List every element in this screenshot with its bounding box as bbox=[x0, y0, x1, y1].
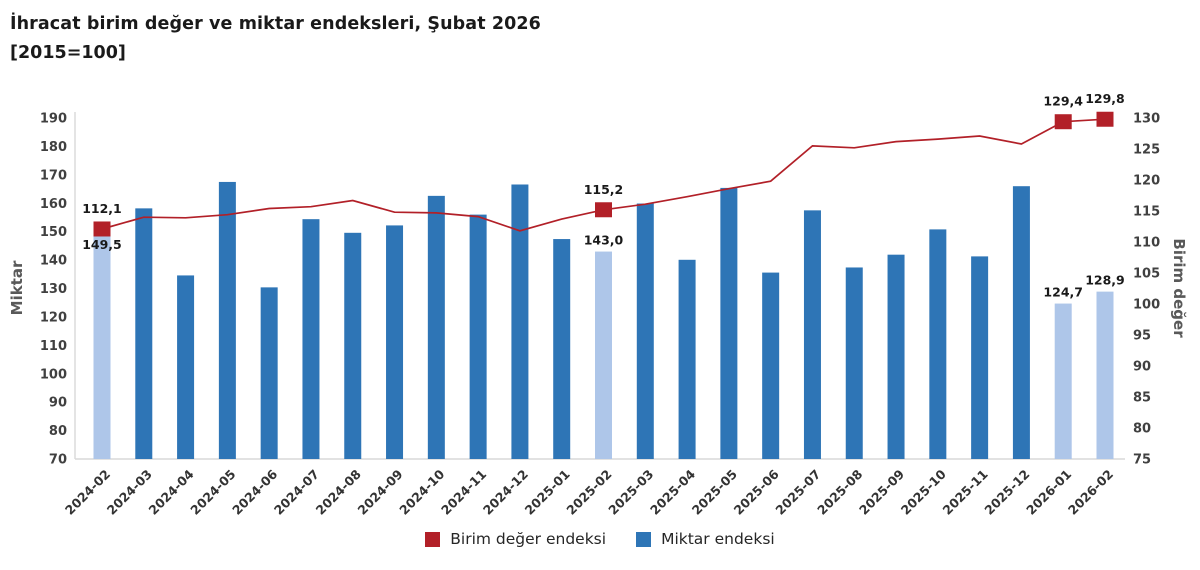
legend-swatch-blue-icon bbox=[636, 531, 652, 547]
line-marker-2024-02 bbox=[93, 221, 111, 237]
bar-2025-05 bbox=[720, 187, 738, 459]
bar-2025-03 bbox=[636, 203, 654, 459]
legend-label-birim-deger-endeksi: Birim değer endeksi bbox=[450, 530, 607, 548]
right-axis-tick-125: 125 bbox=[1133, 143, 1160, 158]
left-axis-tick-140: 140 bbox=[40, 254, 67, 269]
left-axis-tick-110: 110 bbox=[40, 339, 67, 354]
bar-2025-01 bbox=[553, 239, 571, 459]
left-axis-tick-160: 160 bbox=[40, 197, 67, 212]
page-title: İhracat birim değer ve miktar endeksleri… bbox=[10, 14, 541, 34]
left-axis-tick-100: 100 bbox=[40, 367, 67, 382]
bar-value-label-2024-02: 149,5 bbox=[82, 237, 122, 252]
left-axis-tick-190: 190 bbox=[40, 112, 67, 127]
title-block: İhracat birim değer ve miktar endeksleri… bbox=[10, 10, 541, 68]
bar-value-label-2025-02: 143,0 bbox=[584, 233, 624, 248]
bar-2025-12 bbox=[1012, 186, 1030, 459]
right-axis-tick-75: 75 bbox=[1133, 453, 1151, 468]
line-value-label-2026-01: 129,4 bbox=[1043, 94, 1083, 109]
right-axis-tick-105: 105 bbox=[1133, 267, 1160, 282]
bar-2024-07 bbox=[302, 219, 320, 459]
bar-value-label-2026-01: 124,7 bbox=[1043, 285, 1083, 300]
line-marker-2026-02 bbox=[1096, 111, 1114, 127]
line-value-label-2024-02: 112,1 bbox=[82, 201, 122, 216]
left-axis-tick-130: 130 bbox=[40, 282, 67, 297]
right-axis-tick-90: 90 bbox=[1133, 360, 1151, 375]
bar-2024-04 bbox=[177, 275, 195, 459]
legend-item-miktar-endeksi: Miktar endeksi bbox=[636, 530, 775, 548]
bar-2024-10 bbox=[427, 195, 445, 459]
bar-2025-04 bbox=[678, 259, 696, 459]
left-axis-tick-180: 180 bbox=[40, 140, 67, 155]
left-axis-tick-80: 80 bbox=[49, 424, 67, 439]
bar-2024-06 bbox=[260, 287, 278, 459]
line-marker-2025-02 bbox=[595, 202, 612, 218]
bar-2024-03 bbox=[135, 208, 153, 459]
right-axis-tick-120: 120 bbox=[1133, 174, 1160, 189]
left-axis-tick-120: 120 bbox=[40, 310, 67, 325]
page-subtitle: [2015=100] bbox=[10, 43, 126, 63]
right-axis-tick-100: 100 bbox=[1133, 298, 1160, 313]
bar-2025-02 bbox=[595, 251, 612, 459]
legend-swatch-red-icon bbox=[425, 531, 441, 547]
chart-legend: Birim değer endeksi Miktar endeksi bbox=[0, 530, 1200, 548]
left-axis-tick-70: 70 bbox=[49, 453, 67, 468]
bar-2025-08 bbox=[845, 267, 863, 459]
right-axis-title: Birim değer bbox=[1170, 238, 1188, 338]
line-value-label-2025-02: 115,2 bbox=[584, 182, 624, 197]
bar-2025-07 bbox=[803, 210, 821, 459]
bar-2025-06 bbox=[762, 272, 780, 459]
bar-2025-11 bbox=[971, 256, 989, 459]
bar-value-label-2026-02: 128,9 bbox=[1085, 273, 1125, 288]
right-axis-tick-115: 115 bbox=[1133, 205, 1160, 220]
bar-2024-02 bbox=[93, 233, 111, 459]
bar-2024-05 bbox=[218, 181, 236, 459]
x-label-2026-02: 2026-02 bbox=[1065, 467, 1116, 518]
bar-2025-10 bbox=[929, 229, 947, 459]
bar-2026-02 bbox=[1096, 291, 1114, 459]
bar-2026-01 bbox=[1054, 303, 1072, 459]
legend-item-birim-deger-endeksi: Birim değer endeksi bbox=[425, 530, 606, 548]
bar-2025-09 bbox=[887, 254, 905, 459]
right-axis-tick-110: 110 bbox=[1133, 236, 1160, 251]
right-axis-tick-130: 130 bbox=[1133, 112, 1160, 127]
right-axis-tick-95: 95 bbox=[1133, 329, 1151, 344]
left-axis-tick-170: 170 bbox=[40, 168, 67, 183]
left-axis-tick-90: 90 bbox=[49, 396, 67, 411]
right-axis-tick-80: 80 bbox=[1133, 422, 1151, 437]
right-axis-tick-85: 85 bbox=[1133, 391, 1151, 406]
left-axis-title: Miktar bbox=[8, 260, 26, 315]
line-value-label-2026-02: 129,8 bbox=[1085, 91, 1125, 106]
legend-label-miktar-endeksi: Miktar endeksi bbox=[661, 530, 775, 548]
bar-2024-09 bbox=[386, 225, 404, 459]
bar-2024-12 bbox=[511, 184, 529, 459]
left-axis-tick-150: 150 bbox=[40, 225, 67, 240]
line-marker-2026-01 bbox=[1054, 114, 1072, 130]
bar-2024-11 bbox=[469, 214, 487, 459]
bar-2024-08 bbox=[344, 232, 362, 459]
